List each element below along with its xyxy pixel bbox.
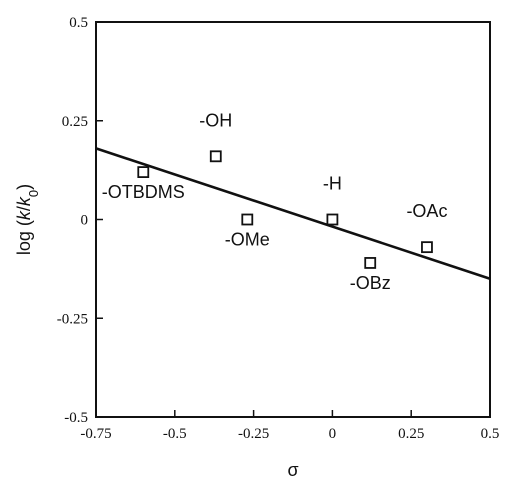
fit-line-layer (95, 147, 491, 280)
x-tick-label: 0.5 (481, 426, 500, 442)
y-axis-title: log (k/k0) (14, 184, 41, 255)
x-axis-title: σ (287, 460, 298, 480)
x-tick-label: -0.75 (80, 426, 111, 442)
data-point-label: -H (323, 174, 342, 194)
y-tick-label: -0.5 (64, 410, 88, 426)
x-tick-label: -0.5 (163, 426, 187, 442)
data-point-marker (421, 241, 433, 254)
data-point-label: -OH (199, 110, 232, 130)
data-point-label: -OMe (225, 230, 270, 250)
regression-line (95, 147, 491, 280)
data-point-marker (364, 257, 377, 269)
y-tick-label: -0.25 (57, 311, 88, 327)
data-point-label: -OBz (350, 273, 391, 293)
point-labels-layer: -OTBDMS -OH -OMe -H -OBz -OAc (102, 110, 448, 293)
data-point-label: -OTBDMS (102, 182, 185, 202)
points-layer (137, 150, 433, 269)
data-point-label: -OAc (406, 201, 447, 221)
y-tick-label: 0.5 (69, 15, 88, 31)
y-tick-label: 0.25 (62, 114, 88, 130)
x-tick-label: 0.25 (398, 426, 424, 442)
data-point-marker (241, 213, 254, 226)
y-tick-label: 0 (81, 213, 89, 229)
x-tick-label: 0 (329, 426, 337, 442)
data-point-marker (209, 150, 222, 163)
x-tick-label: -0.25 (238, 426, 269, 442)
data-point-marker (137, 166, 150, 179)
data-point-marker (326, 213, 339, 226)
axis-titles-layer: σ log (k/k0) (14, 184, 299, 480)
